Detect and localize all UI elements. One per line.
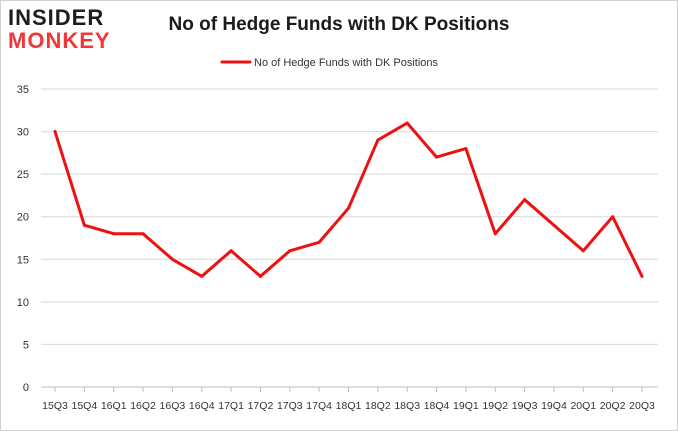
legend-label: No of Hedge Funds with DK Positions — [254, 57, 439, 69]
data-point — [200, 274, 204, 278]
data-point — [523, 198, 527, 202]
y-tick-label: 5 — [23, 339, 29, 351]
x-tick-label: 19Q2 — [482, 400, 508, 412]
chart-title-wrap: No of Hedge Funds with DK Positions — [0, 14, 678, 36]
logo-line-1: INSIDER — [8, 5, 105, 30]
y-tick-label: 20 — [17, 212, 29, 224]
y-tick-label: 0 — [23, 382, 29, 394]
x-tick-label: 18Q2 — [365, 400, 391, 412]
data-point — [53, 130, 57, 134]
data-point — [141, 232, 145, 236]
y-tick-label: 15 — [17, 254, 29, 266]
logo-line-2: MONKEY — [8, 28, 111, 53]
x-tick-label: 16Q2 — [130, 400, 156, 412]
series-line-dk — [53, 121, 644, 278]
x-tick-label: 18Q1 — [336, 400, 362, 412]
data-point — [552, 223, 556, 227]
data-point — [376, 138, 380, 142]
x-tick-label: 19Q4 — [541, 400, 567, 412]
data-point — [170, 257, 174, 261]
x-tick-label: 20Q2 — [600, 400, 626, 412]
data-point — [581, 249, 585, 253]
x-tick-label: 15Q4 — [72, 400, 98, 412]
y-tick-label: 10 — [17, 297, 29, 309]
data-point — [464, 147, 468, 151]
data-point — [347, 206, 350, 210]
data-point — [640, 274, 644, 278]
y-tick-label: 25 — [17, 169, 29, 181]
x-tick-label: 17Q3 — [277, 400, 303, 412]
x-tick-label: 17Q1 — [218, 400, 244, 412]
x-tick-label: 20Q3 — [629, 400, 655, 412]
chart-title: No of Hedge Funds with DK Positions — [168, 14, 510, 35]
data-point — [82, 223, 86, 227]
data-point — [405, 121, 409, 125]
data-point — [288, 249, 292, 253]
data-point — [493, 232, 497, 236]
x-tick-label: 16Q3 — [160, 400, 186, 412]
insider-monkey-logo: INSIDER MONKEY — [8, 6, 128, 56]
data-point — [229, 249, 233, 253]
x-tick-label: 19Q3 — [512, 400, 538, 412]
x-tick-label: 18Q4 — [424, 400, 450, 412]
y-tick-label: 35 — [17, 84, 29, 96]
data-point — [317, 240, 321, 244]
x-tick-label: 15Q3 — [42, 400, 68, 412]
x-tick-label: 20Q1 — [570, 400, 596, 412]
x-tick-label: 18Q3 — [394, 400, 420, 412]
x-tick-label: 19Q1 — [453, 400, 479, 412]
x-tick-label: 16Q4 — [189, 400, 215, 412]
y-tick-label: 30 — [17, 127, 29, 139]
x-tick-label: 17Q2 — [248, 400, 274, 412]
x-tick-label: 16Q1 — [101, 400, 127, 412]
data-point — [611, 215, 615, 219]
data-point — [112, 232, 116, 236]
data-point — [435, 155, 439, 159]
data-point — [258, 274, 262, 278]
x-tick-label: 17Q4 — [306, 400, 332, 412]
